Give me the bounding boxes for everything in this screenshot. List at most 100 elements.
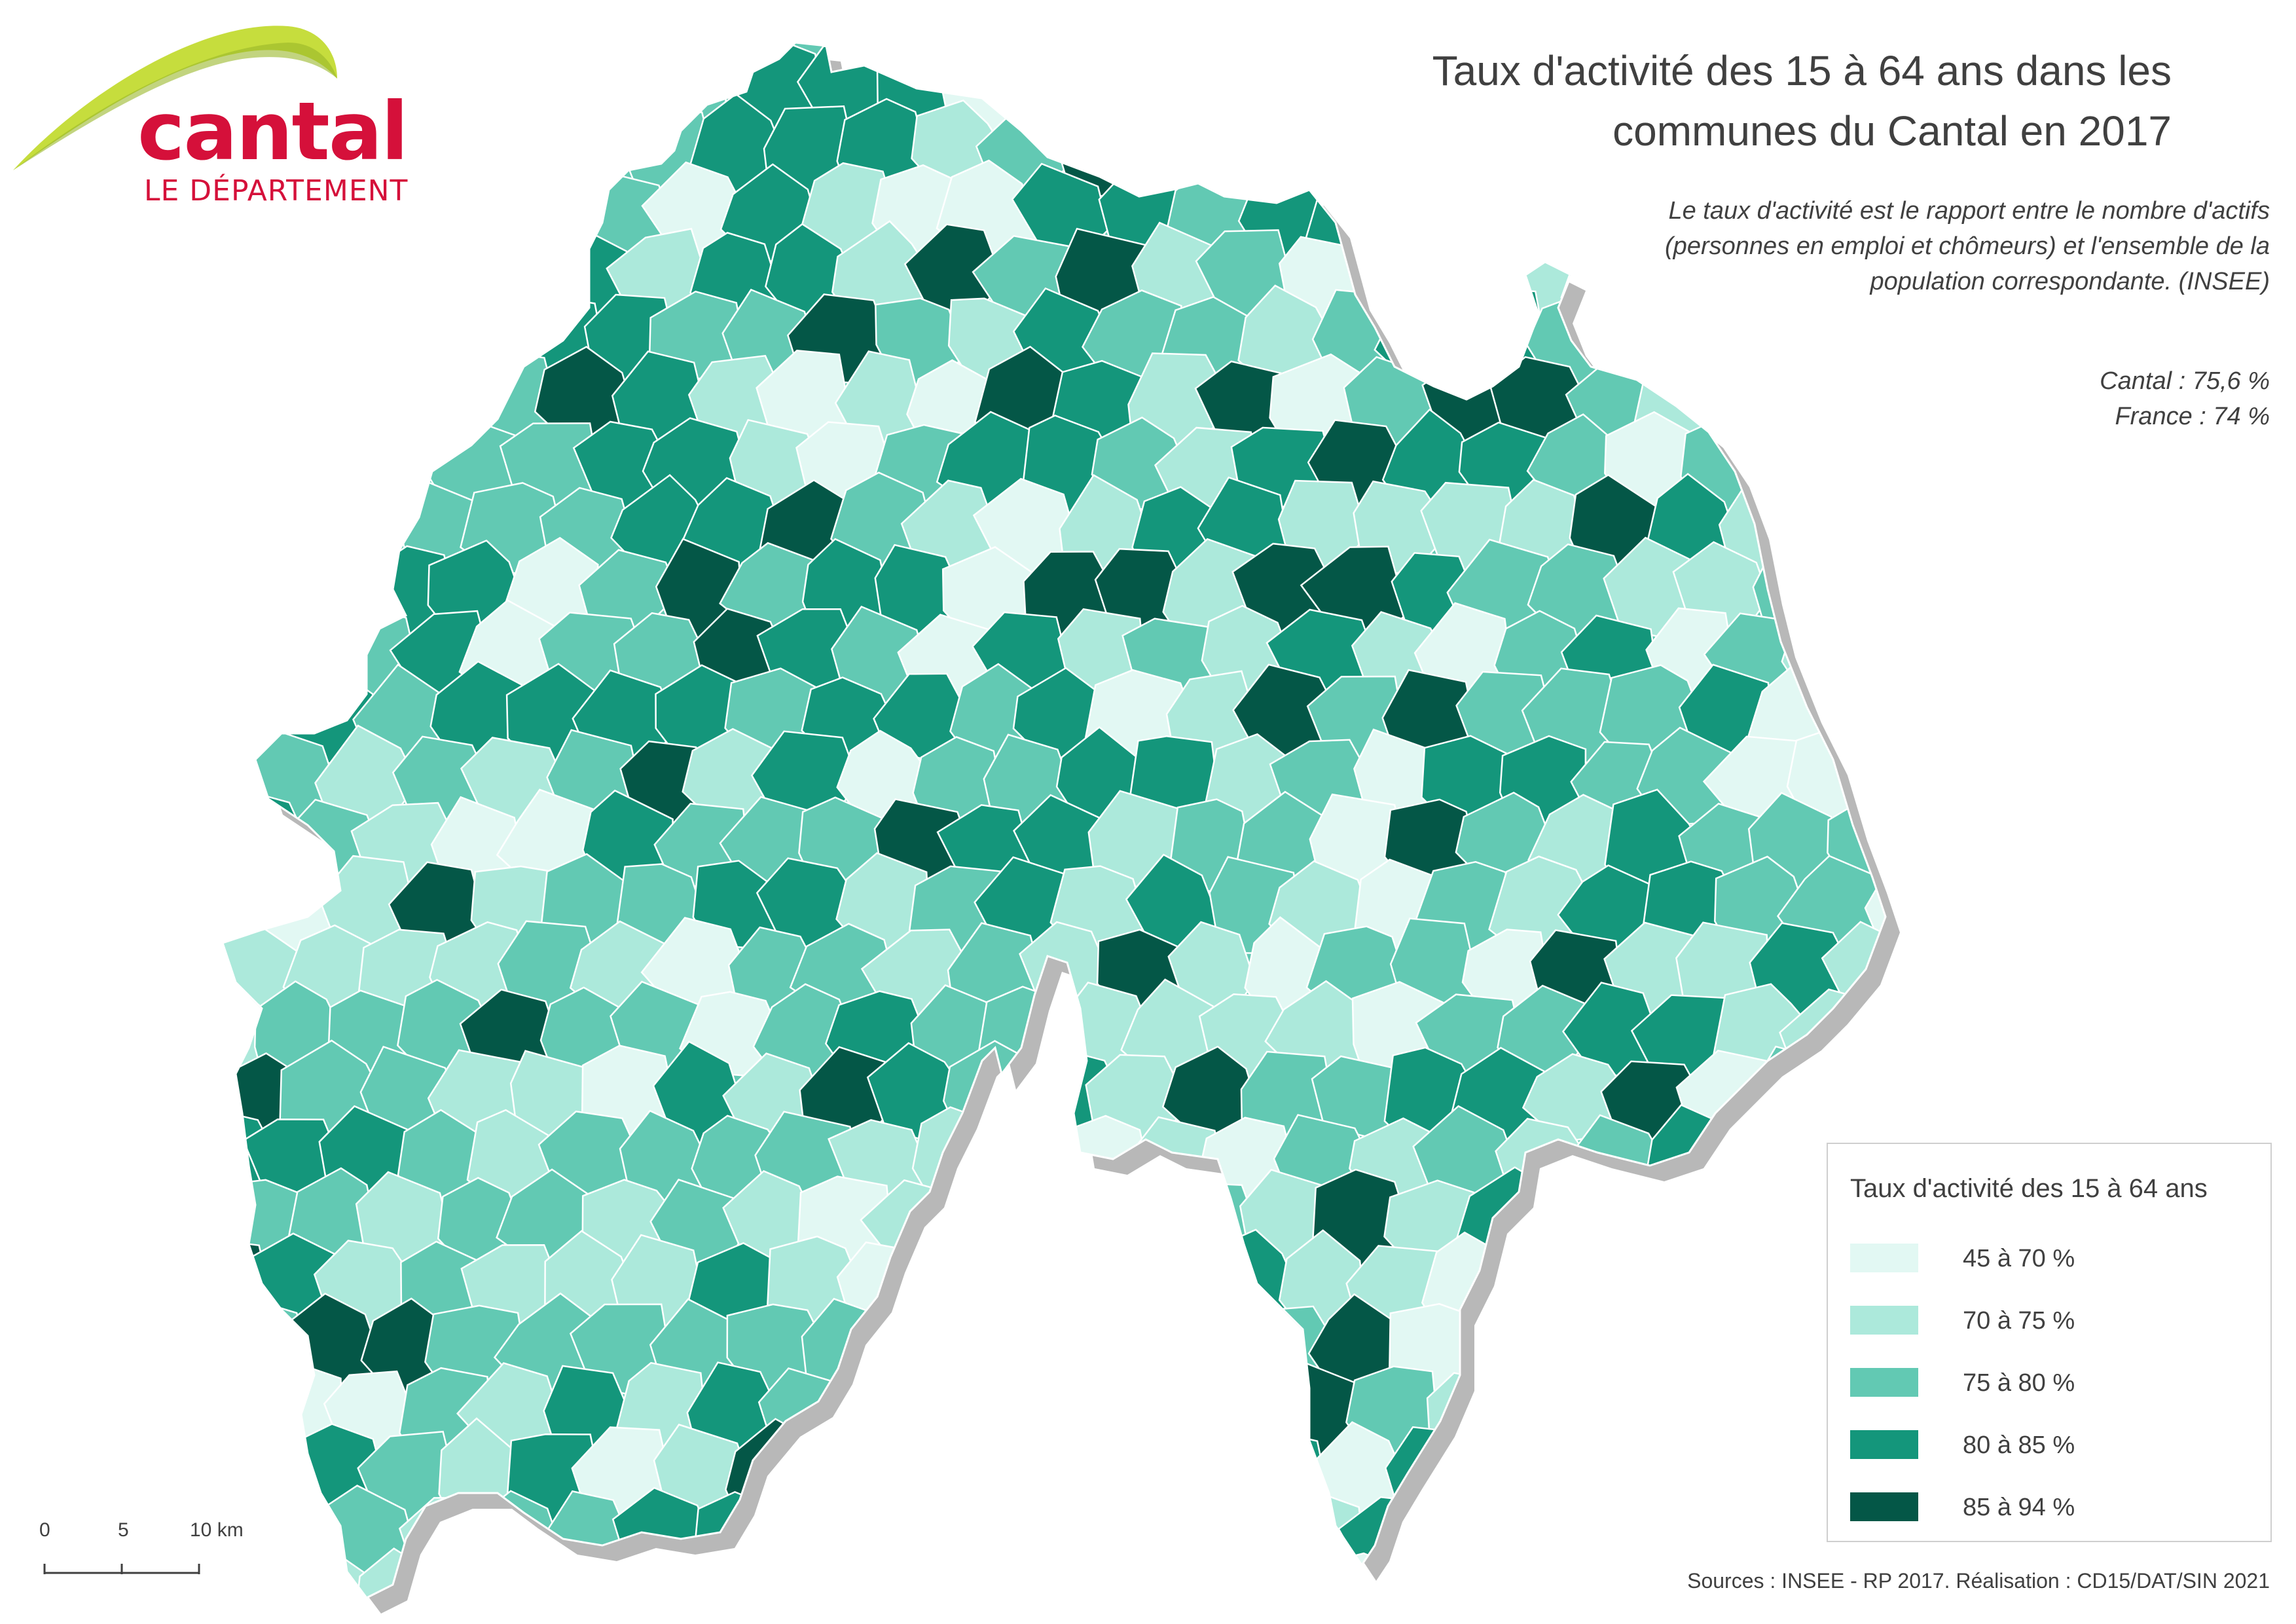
commune-area (395, 43, 496, 77)
commune-area (428, 296, 534, 391)
commune-area (1567, 1367, 1667, 1460)
commune-area (1420, 1491, 1520, 1590)
commune-area (1092, 1425, 1194, 1520)
commune-area (1865, 989, 1886, 1086)
commune-area (398, 347, 488, 457)
commune-area (1383, 161, 1481, 259)
commune-area (223, 545, 306, 643)
commune-area (578, 43, 683, 146)
commune-area (618, 43, 708, 75)
legend-label: 70 à 75 % (1963, 1307, 2075, 1335)
scale-label-0: 0 (39, 1519, 50, 1541)
commune-area (568, 1559, 678, 1598)
commune-area (355, 160, 457, 273)
reference-values: Cantal : 75,6 % France : 74 % (1812, 363, 2270, 434)
commune-area (223, 166, 316, 270)
commune-area (1563, 1490, 1660, 1586)
commune-area (223, 477, 270, 586)
logo-subtitle: LE DÉPARTEMENT (144, 174, 409, 208)
commune-area (328, 101, 412, 197)
commune-area (1013, 1168, 1118, 1267)
commune-area (1012, 1555, 1107, 1598)
commune-area (223, 43, 276, 79)
commune-area (426, 1556, 530, 1598)
commune-area (936, 1546, 1040, 1598)
commune-area (1525, 1418, 1629, 1517)
commune-area (1197, 1482, 1307, 1591)
commune-area (1094, 1552, 1197, 1598)
commune-area (250, 100, 344, 201)
commune-area (1605, 1421, 1698, 1528)
commune-area (1637, 1359, 1734, 1464)
map-title-line: Taux d'activité des 15 à 64 ans dans les (1432, 47, 2172, 94)
commune-area (911, 43, 1001, 75)
commune-area (1120, 1487, 1224, 1589)
logo-swoosh-icon (13, 26, 337, 170)
commune-area (1667, 1301, 1776, 1406)
commune-area (465, 43, 564, 81)
commune-area (1531, 1176, 1631, 1269)
commune-area (397, 223, 495, 324)
commune-area (767, 1493, 860, 1591)
commune-area (1667, 1166, 1772, 1268)
commune-area (1865, 610, 1886, 707)
sources-note: Sources : INSEE - RP 2017. Réalisation :… (1687, 1569, 2270, 1593)
commune-area (1089, 1175, 1186, 1266)
definition-line: Le taux d'activité est le rapport entre … (1668, 197, 2270, 225)
commune-area (1830, 542, 1886, 638)
commune-area (277, 412, 378, 525)
commune-area (1165, 1302, 1268, 1397)
map-legend: Taux d'activité des 15 à 64 ans 45 à 70 … (1827, 1143, 2272, 1542)
legend-item: 75 à 80 % (1850, 1368, 2243, 1399)
commune-area (1825, 1048, 1886, 1145)
legend-label: 80 à 85 % (1963, 1431, 2075, 1459)
commune-area (223, 601, 281, 706)
commune-area (315, 43, 416, 81)
commune-area (275, 158, 378, 258)
commune-area (719, 1557, 820, 1598)
commune-area (1484, 1362, 1587, 1458)
commune-area (682, 43, 784, 70)
commune-area (1642, 1240, 1749, 1338)
commune-area (242, 351, 346, 455)
commune-area (244, 225, 354, 326)
commune-area (902, 1233, 1011, 1344)
definition-line: (personnes en emploi et chômeurs) et l'e… (1665, 232, 2270, 260)
commune-area (1562, 1234, 1672, 1331)
department-logo: cantal LE DÉPARTEMENT (7, 13, 426, 206)
commune-area (359, 294, 458, 390)
scale-bar: 0 5 10 km (26, 1519, 288, 1585)
commune-area (223, 223, 270, 327)
commune-area (247, 487, 339, 580)
commune-area (1418, 232, 1518, 322)
commune-area (801, 1559, 903, 1598)
commune-area (910, 1371, 1001, 1457)
commune-area (786, 1433, 892, 1524)
map-title-line: communes du Cantal en 2017 (1613, 107, 2172, 155)
commune-area (984, 1363, 1083, 1464)
commune-area (1681, 1427, 1770, 1521)
commune-area (1381, 1555, 1480, 1598)
commune-area (240, 612, 340, 709)
legend-swatch (1850, 1430, 1918, 1459)
commune-area (1864, 854, 1886, 953)
commune-area (1493, 1232, 1594, 1331)
commune-area (223, 1300, 310, 1394)
commune-area (506, 1544, 601, 1598)
commune-area (1862, 488, 1886, 584)
scale-bar-line (43, 1564, 200, 1574)
commune-area (1684, 294, 1779, 385)
commune-area (223, 1429, 315, 1524)
map-title: Taux d'activité des 15 à 64 ans dans les… (1190, 41, 2172, 161)
definition-line: population correspondante. (INSEE) (1870, 268, 2270, 295)
commune-area (1129, 1363, 1222, 1458)
map-definition: Le taux d'activité est le rapport entre … (1517, 193, 2270, 299)
commune-area (286, 544, 380, 642)
commune-area (1128, 1235, 1233, 1335)
reference-france: France : 74 % (2115, 403, 2270, 430)
commune-area (1813, 422, 1886, 520)
commune-area (223, 1369, 268, 1466)
reference-cantal: Cantal : 75,6 % (2100, 367, 2270, 395)
commune-area (1603, 1557, 1698, 1598)
commune-area (1456, 1550, 1561, 1598)
